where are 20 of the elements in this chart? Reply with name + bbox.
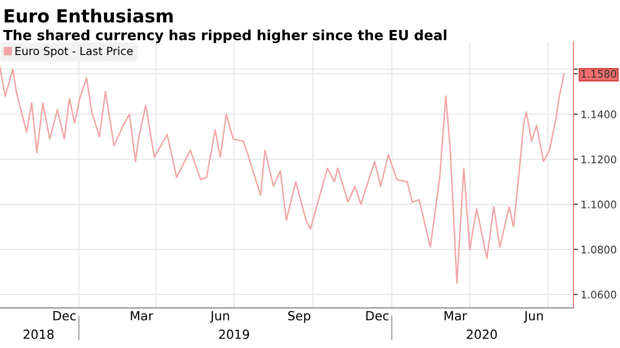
y-tick-label: 1.1000 (582, 200, 616, 208)
x-tick-label: Dec (53, 311, 76, 320)
x-tick-label: Dec (366, 311, 389, 320)
x2-tick-label: 2020 (466, 330, 497, 339)
legend-label: Euro Spot - Last Price (16, 46, 133, 58)
x2-tick-label: 2019 (219, 330, 250, 339)
y-tick-label: 1.1580 (582, 70, 616, 78)
chart-subtitle: The shared currency has ripped higher since the EU deal (3, 30, 446, 44)
chart-title: Euro Enthusiasm (4, 8, 173, 23)
x-tick-label: Sep (288, 310, 310, 323)
line-series (0, 66, 565, 284)
x-tick-label: Mar (444, 311, 467, 320)
x2-tick-label: 2018 (24, 330, 54, 339)
y-tick-label: 1.1400 (582, 110, 616, 118)
x-tick-label: Jun (210, 311, 230, 323)
y-tick-label: 1.1200 (582, 156, 616, 164)
x-tick-label: Jun (524, 311, 543, 323)
x-tick-label: Mar (130, 311, 154, 320)
y-tick-label: 1.0600 (582, 290, 616, 299)
y-tick-label: 1.0800 (582, 246, 616, 254)
